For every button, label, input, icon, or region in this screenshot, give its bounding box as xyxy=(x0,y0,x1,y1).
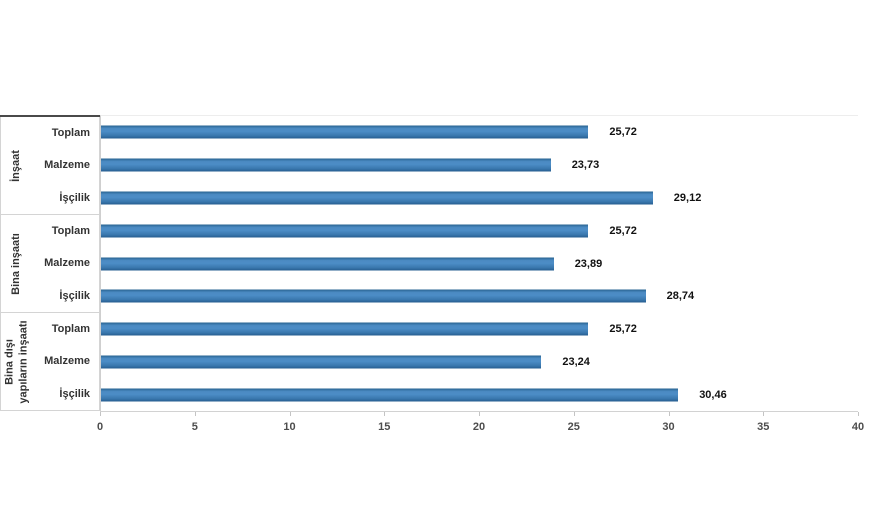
bar-2-1[interactable] xyxy=(101,355,542,369)
bar-value-label: 30,46 xyxy=(699,388,727,401)
tick-mark xyxy=(384,412,386,416)
bar-row: 23,73 xyxy=(101,149,858,182)
x-axis-tick-label: 0 xyxy=(96,421,104,433)
bar-value-label: 28,74 xyxy=(666,290,695,303)
x-axis-tick-label: 35 xyxy=(757,421,770,433)
bar-value-label: 25,72 xyxy=(609,224,637,237)
bar-1-1[interactable] xyxy=(101,257,554,271)
bar-row: 29,12 xyxy=(101,182,858,215)
bar-value-label: 23,89 xyxy=(574,257,603,270)
tick-mark xyxy=(479,412,480,416)
group-axis-label: Bina dışı yapıların inşaatı xyxy=(3,319,29,404)
tick-mark xyxy=(858,412,859,416)
bar-row: 23,89 xyxy=(101,247,858,280)
tick-mark xyxy=(100,412,101,416)
x-axis-tick-label: 5 xyxy=(191,421,198,433)
bar-1-2[interactable] xyxy=(101,289,646,303)
tick-mark xyxy=(668,412,670,416)
bar-2-0[interactable] xyxy=(101,322,589,336)
bar-0-1[interactable] xyxy=(101,158,551,172)
category-label: İşçilik xyxy=(59,191,90,204)
bar-value-label: 23,73 xyxy=(571,159,600,172)
category-label: Toplam xyxy=(51,127,90,140)
group-label-wrap: Bina dışı yapıların inşaatı xyxy=(1,313,33,410)
x-axis-tick-label: 40 xyxy=(851,421,865,433)
tick-mark xyxy=(763,412,765,416)
bar-row: 23,24 xyxy=(101,345,858,378)
bar-value-label: 25,72 xyxy=(609,126,637,139)
x-axis-tick-label: 15 xyxy=(378,421,391,433)
bar-2-2[interactable] xyxy=(101,388,679,402)
category-axis: İnşaat Toplam Malzeme İşçilik Bina inşaatı To… xyxy=(0,115,100,411)
group-box-0: İnşaat Toplam Malzeme İşçilik xyxy=(0,117,100,215)
category-label: Toplam xyxy=(51,225,90,238)
bar-value-label: 25,72 xyxy=(609,323,637,336)
tick-mark xyxy=(194,412,196,416)
group-box-1: Bina inşaatı Toplam Malzeme İşçilik xyxy=(0,215,100,313)
category-label-list: Toplam Malzeme İşçilik xyxy=(33,215,99,312)
category-label: Malzeme xyxy=(44,257,90,270)
bar-row: 30,46 xyxy=(101,378,858,411)
group-box-2: Bina dışı yapıların inşaatı Toplam Malzeme… xyxy=(0,313,100,411)
category-label: Malzeme xyxy=(44,355,90,368)
bar-row: 25,72 xyxy=(101,313,858,346)
bar-row: 28,74 xyxy=(101,280,858,313)
x-axis-tick-label: 20 xyxy=(472,421,486,433)
category-label: İşçilik xyxy=(59,387,90,400)
bar-row: 25,72 xyxy=(101,214,858,247)
x-axis: 0 5 10 15 20 25 30 35 40 xyxy=(96,411,864,443)
x-axis-tick-label: 25 xyxy=(567,421,580,433)
category-label-list: Toplam Malzeme İşçilik xyxy=(33,313,99,410)
x-axis-tick-label: 30 xyxy=(662,421,675,433)
category-label: İşçilik xyxy=(59,289,90,302)
bar-value-label: 29,12 xyxy=(673,191,702,204)
bar-0-2[interactable] xyxy=(101,191,653,205)
category-label-list: Toplam Malzeme İşçilik xyxy=(33,117,99,214)
bar-value-label: 23,24 xyxy=(562,355,590,368)
plot-area: 25,72 23,73 29,12 25,72 23,89 28,74 25,72 23,24… xyxy=(100,115,858,411)
tick-mark xyxy=(289,412,291,416)
category-label: Malzeme xyxy=(44,159,90,172)
bar-row: 25,72 xyxy=(101,116,858,149)
category-label: Toplam xyxy=(51,323,90,336)
x-axis-tick-label: 10 xyxy=(283,421,296,433)
tick-mark xyxy=(573,412,575,416)
bar-1-0[interactable] xyxy=(101,224,589,238)
bar-0-0[interactable] xyxy=(101,125,589,139)
